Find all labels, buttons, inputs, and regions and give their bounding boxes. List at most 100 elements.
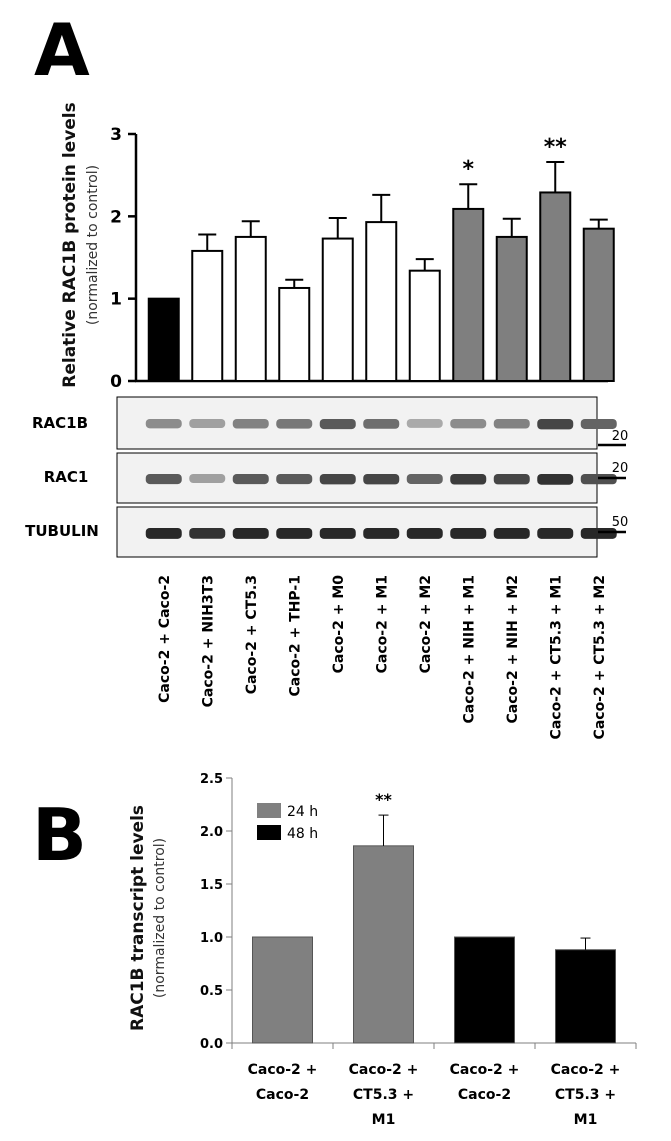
blot-band (319, 528, 356, 539)
blot-rac1b: RAC1B 20 (32, 396, 629, 450)
chart-b-ytick-label: 0.0 (200, 1037, 223, 1052)
blot-band (537, 474, 574, 485)
chart-a-bar (278, 286, 311, 383)
blot-band (232, 528, 269, 539)
blot-band (537, 528, 574, 539)
blot-mw-tubulin: 50 (612, 515, 629, 530)
blot-band (145, 474, 182, 485)
chart-b-significance: ** (375, 790, 392, 809)
blot-band (232, 419, 269, 429)
blot-band (537, 419, 574, 430)
legend-label-48h: 48 h (287, 826, 318, 842)
chart-a-category-label: Caco-2 + Caco-2 (157, 575, 173, 703)
chart-b-ytick-label: 0.5 (200, 984, 223, 999)
chart-a-bar (408, 269, 441, 383)
blot-band (189, 474, 226, 484)
chart-b-bar (555, 949, 616, 1044)
blot-band (319, 419, 356, 430)
chart-a-ytick-label: 2 (110, 207, 122, 227)
panel-b-letter: B (32, 793, 87, 877)
chart-a-bar (365, 221, 398, 382)
chart-b-ylabel-sub: (normalized to control) (152, 838, 168, 998)
chart-a-bar (191, 249, 224, 382)
chart-b-category-label: M1 (372, 1112, 396, 1128)
chart-a-category-label: Caco-2 + M2 (418, 575, 434, 673)
blot-band (450, 528, 487, 539)
blot-band (363, 474, 400, 485)
blot-band (189, 528, 226, 539)
chart-a-bar (321, 237, 354, 382)
chart-a-ytick-label: 1 (110, 290, 122, 310)
chart-a-significance: ** (544, 135, 568, 160)
chart-a-category-label: Caco-2 + CT5.3 + M1 (548, 575, 564, 739)
chart-a-category-label: Caco-2 + CT5.3 + M2 (592, 575, 608, 739)
blot-band (319, 474, 356, 485)
chart-b-ytick-label: 2.0 (200, 825, 223, 840)
chart-a-category-label: Caco-2 + CT5.3 (244, 575, 260, 694)
chart-a-ytick-label: 3 (110, 125, 122, 145)
chart-a-ylabel-sub: (normalized to control) (85, 165, 101, 325)
chart-a-bar (495, 235, 528, 382)
blot-band (493, 528, 530, 539)
chart-a-bar (539, 191, 572, 382)
blot-band (450, 419, 487, 429)
chart-a-category-label: Caco-2 + NIH + M2 (505, 575, 521, 723)
blot-band (232, 474, 269, 485)
chart-b-ytick-label: 1.5 (200, 878, 223, 893)
legend-label-24h: 24 h (287, 804, 318, 820)
legend-swatch-24h (257, 803, 281, 818)
blot-mw-rac1b: 20 (612, 429, 629, 444)
chart-a-ylabel: Relative RAC1B protein levels (60, 102, 80, 387)
chart-b-bar (252, 936, 313, 1044)
blot-band (450, 474, 487, 485)
chart-a-bar (452, 207, 485, 382)
blot-label-rac1: RAC1 (44, 468, 89, 486)
chart-b-category-label: Caco-2 (256, 1087, 309, 1103)
blot-band (363, 419, 400, 429)
chart-a-bar (582, 227, 615, 382)
chart-b: RAC1B transcript levels (normalized to c… (128, 772, 637, 1128)
chart-b-category-label: CT5.3 + (353, 1087, 414, 1103)
blot-rac1: RAC1 20 (44, 452, 629, 504)
chart-a: Relative RAC1B protein levels (normalize… (60, 102, 615, 392)
chart-b-category-label: Caco-2 + (450, 1062, 520, 1078)
chart-b-category-label: CT5.3 + (555, 1087, 616, 1103)
chart-b-category-label: M1 (574, 1112, 598, 1128)
chart-a-category-label: Caco-2 + NIH3T3 (200, 575, 216, 707)
blot-band (276, 528, 313, 539)
chart-b-bar (353, 845, 414, 1044)
blot-label-tubulin: TUBULIN (25, 522, 99, 540)
chart-a-category-label: Caco-2 + M0 (331, 575, 347, 674)
blot-band (276, 474, 313, 485)
blot-band (406, 474, 443, 484)
blot-mw-rac1: 20 (612, 461, 629, 476)
blot-band (493, 474, 530, 485)
chart-b-category-label: Caco-2 + (349, 1062, 419, 1078)
blot-band (145, 419, 182, 429)
blot-band (189, 419, 226, 429)
chart-b-category-label: Caco-2 + (551, 1062, 621, 1078)
chart-a-significance: * (462, 157, 474, 182)
blot-band (493, 419, 530, 429)
blot-tubulin: TUBULIN 50 (25, 506, 629, 558)
chart-a-bar (234, 235, 267, 382)
blot-band (580, 419, 617, 429)
blot-band (580, 528, 617, 539)
chart-a-category-label: Caco-2 + THP-1 (287, 575, 303, 697)
chart-a-category-label: Caco-2 + NIH + M1 (461, 575, 477, 723)
blot-band (406, 419, 443, 428)
chart-b-ylabel: RAC1B transcript levels (128, 805, 148, 1031)
blot-band (406, 528, 443, 539)
chart-a-bar (147, 297, 180, 382)
chart-b-ytick-label: 1.0 (200, 931, 223, 946)
blot-band (363, 528, 400, 539)
chart-a-ytick-label: 0 (110, 372, 122, 392)
chart-b-legend: 24 h 48 h (257, 803, 318, 842)
blot-band (276, 419, 313, 429)
western-blots: RAC1B 20 RAC1 20 TUBULIN 50 (25, 396, 629, 558)
legend-swatch-48h (257, 825, 281, 840)
panel-a-letter: A (34, 8, 90, 92)
chart-b-category-label: Caco-2 (458, 1087, 511, 1103)
blot-label-rac1b: RAC1B (32, 414, 88, 432)
